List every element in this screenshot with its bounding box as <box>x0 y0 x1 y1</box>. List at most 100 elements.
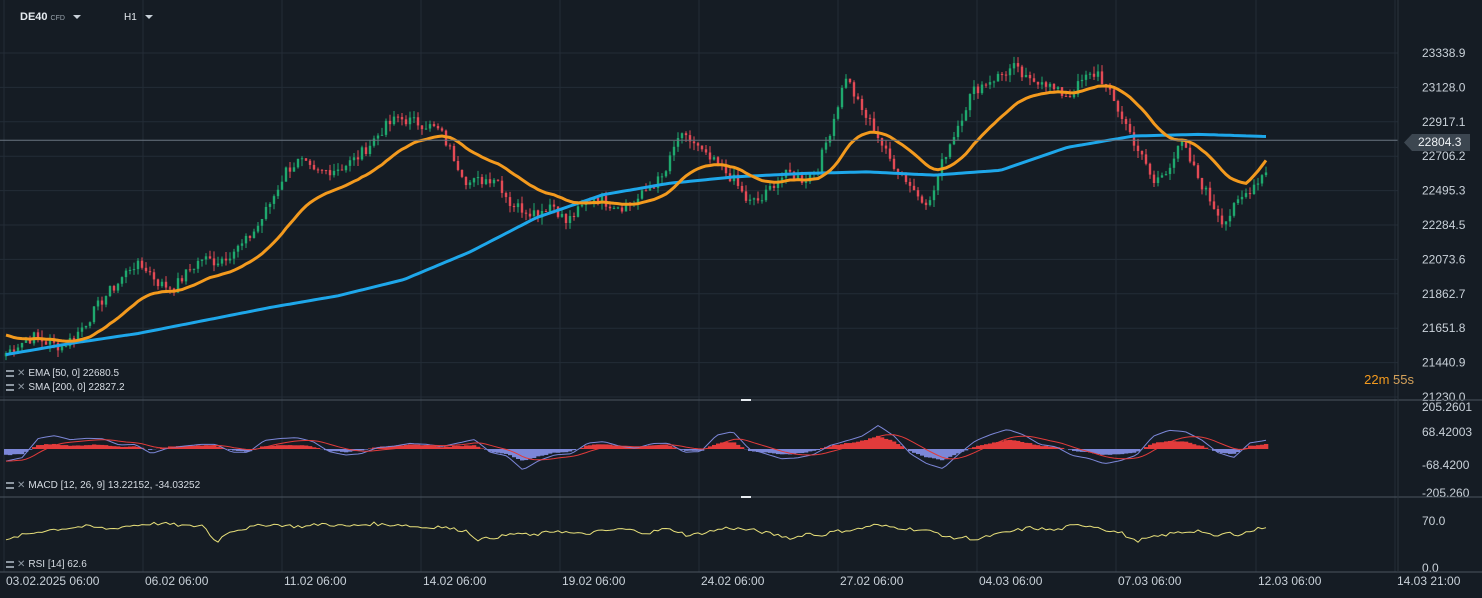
macd-histogram-bar <box>356 449 361 451</box>
candle-body <box>696 143 700 146</box>
candle-body <box>124 270 128 278</box>
candle-body <box>388 120 392 125</box>
candle-body <box>644 190 648 192</box>
macd-histogram-bar <box>1204 447 1209 449</box>
macd-histogram-bar <box>1220 449 1225 453</box>
macd-histogram-bar <box>1136 449 1141 452</box>
candle-body <box>464 176 468 186</box>
candle-body <box>824 142 828 150</box>
candle-body <box>160 281 164 287</box>
candle-body <box>516 203 520 208</box>
macd-histogram-bar <box>880 437 885 449</box>
candle-body <box>176 278 180 293</box>
ema-legend[interactable]: ✕ EMA [50, 0] 22680.5 <box>6 368 119 379</box>
macd-histogram-bar <box>560 449 565 453</box>
settings-icon[interactable] <box>6 383 14 391</box>
settings-icon[interactable] <box>6 560 14 568</box>
candle-body <box>568 216 572 224</box>
candle-body <box>88 322 92 326</box>
macd-histogram-bar <box>64 445 69 449</box>
macd-histogram-bar <box>836 444 841 449</box>
x-axis-tick-labels: 03.02.2025 06:00 06.02 06:00 11.02 06:00 14… <box>6 574 1461 588</box>
close-icon[interactable]: ✕ <box>17 382 26 393</box>
macd-histogram-bar <box>456 445 461 449</box>
candle-body <box>660 176 664 178</box>
candle-body <box>916 190 920 197</box>
settings-icon[interactable] <box>6 369 14 377</box>
macd-histogram-bar <box>472 445 477 449</box>
candle-body <box>324 170 328 172</box>
candle-body <box>80 327 84 332</box>
candle-body <box>792 171 796 180</box>
candle-body <box>48 340 52 345</box>
rsi-legend[interactable]: ✕ RSI [14] 62.6 <box>6 559 87 570</box>
candle-body <box>1188 147 1192 162</box>
macd-histogram-bar <box>644 446 649 449</box>
macd-histogram-bar <box>1196 445 1201 449</box>
macd-histogram-bar <box>912 449 917 453</box>
symbol-selector[interactable]: DE40 CFD <box>20 11 81 23</box>
close-icon[interactable]: ✕ <box>17 368 26 379</box>
candle-body <box>1244 193 1248 197</box>
macd-histogram-bar <box>1112 449 1117 455</box>
macd-histogram-bar <box>1084 449 1089 452</box>
candle-body <box>4 353 8 357</box>
macd-histogram-bar <box>876 435 881 449</box>
sma-legend[interactable]: ✕ SMA [200, 0] 22827.2 <box>6 382 125 393</box>
macd-histogram-bar <box>388 445 393 449</box>
candle-body <box>104 296 108 305</box>
macd-histogram-bar <box>1128 449 1133 454</box>
macd-histogram-bar <box>496 449 501 453</box>
close-icon[interactable]: ✕ <box>17 480 26 491</box>
macd-histogram-bar <box>296 445 301 449</box>
timeframe-selector[interactable]: H1 <box>124 12 153 23</box>
candle-body <box>380 134 384 136</box>
macd-histogram-bar <box>828 446 833 449</box>
candle-body <box>960 120 964 126</box>
macd-histogram-bar <box>640 446 645 449</box>
candle-body <box>352 157 356 161</box>
macd-histogram-bar <box>616 445 621 449</box>
macd-histogram-bar <box>1224 449 1229 454</box>
time-tick-label: 11.02 06:00 <box>284 574 347 588</box>
candle-body <box>120 277 124 284</box>
candle-body <box>708 152 712 160</box>
candle-body <box>300 158 304 160</box>
macd-histogram-bar <box>884 438 889 449</box>
macd-histogram-bar <box>688 449 693 451</box>
price-tick-label: 21651.8 <box>1422 321 1466 335</box>
macd-histogram-bar <box>384 446 389 449</box>
candle-body <box>996 73 1000 82</box>
candle-body <box>132 269 136 271</box>
candle-body <box>624 203 628 212</box>
macd-histogram-bar <box>1020 441 1025 449</box>
candle-body <box>536 210 540 218</box>
macd-histogram-bar <box>952 449 957 456</box>
macd-histogram-bar <box>892 441 897 449</box>
time-tick-label: 04.03 06:00 <box>979 574 1043 588</box>
candle-body <box>384 120 388 135</box>
candle-body <box>12 349 16 352</box>
candle-body <box>684 133 688 136</box>
candle-body <box>408 117 412 125</box>
candle-body <box>700 145 704 150</box>
candle-body <box>668 155 672 172</box>
candle-body <box>1224 221 1228 225</box>
candle-body <box>988 82 992 85</box>
close-icon[interactable]: ✕ <box>17 559 26 570</box>
time-tick-label: 14.03 21:00 <box>1397 574 1461 588</box>
price-tick-label: 22917.1 <box>1422 115 1466 129</box>
macd-histogram-bar <box>228 449 233 450</box>
macd-legend[interactable]: ✕ MACD [12, 26, 9] 13.22152, -34.03252 <box>6 480 200 491</box>
timer-seconds: 55s <box>1393 372 1414 387</box>
macd-histogram-bar <box>900 446 905 449</box>
candle-body <box>1160 175 1164 178</box>
candle-body <box>200 259 204 261</box>
macd-histogram-bar <box>36 445 41 449</box>
settings-icon[interactable] <box>6 481 14 489</box>
candle-body <box>1256 183 1260 185</box>
macd-histogram-bar <box>476 446 481 449</box>
panel-dividers[interactable] <box>0 0 1482 573</box>
macd-histogram-bar <box>20 449 25 455</box>
